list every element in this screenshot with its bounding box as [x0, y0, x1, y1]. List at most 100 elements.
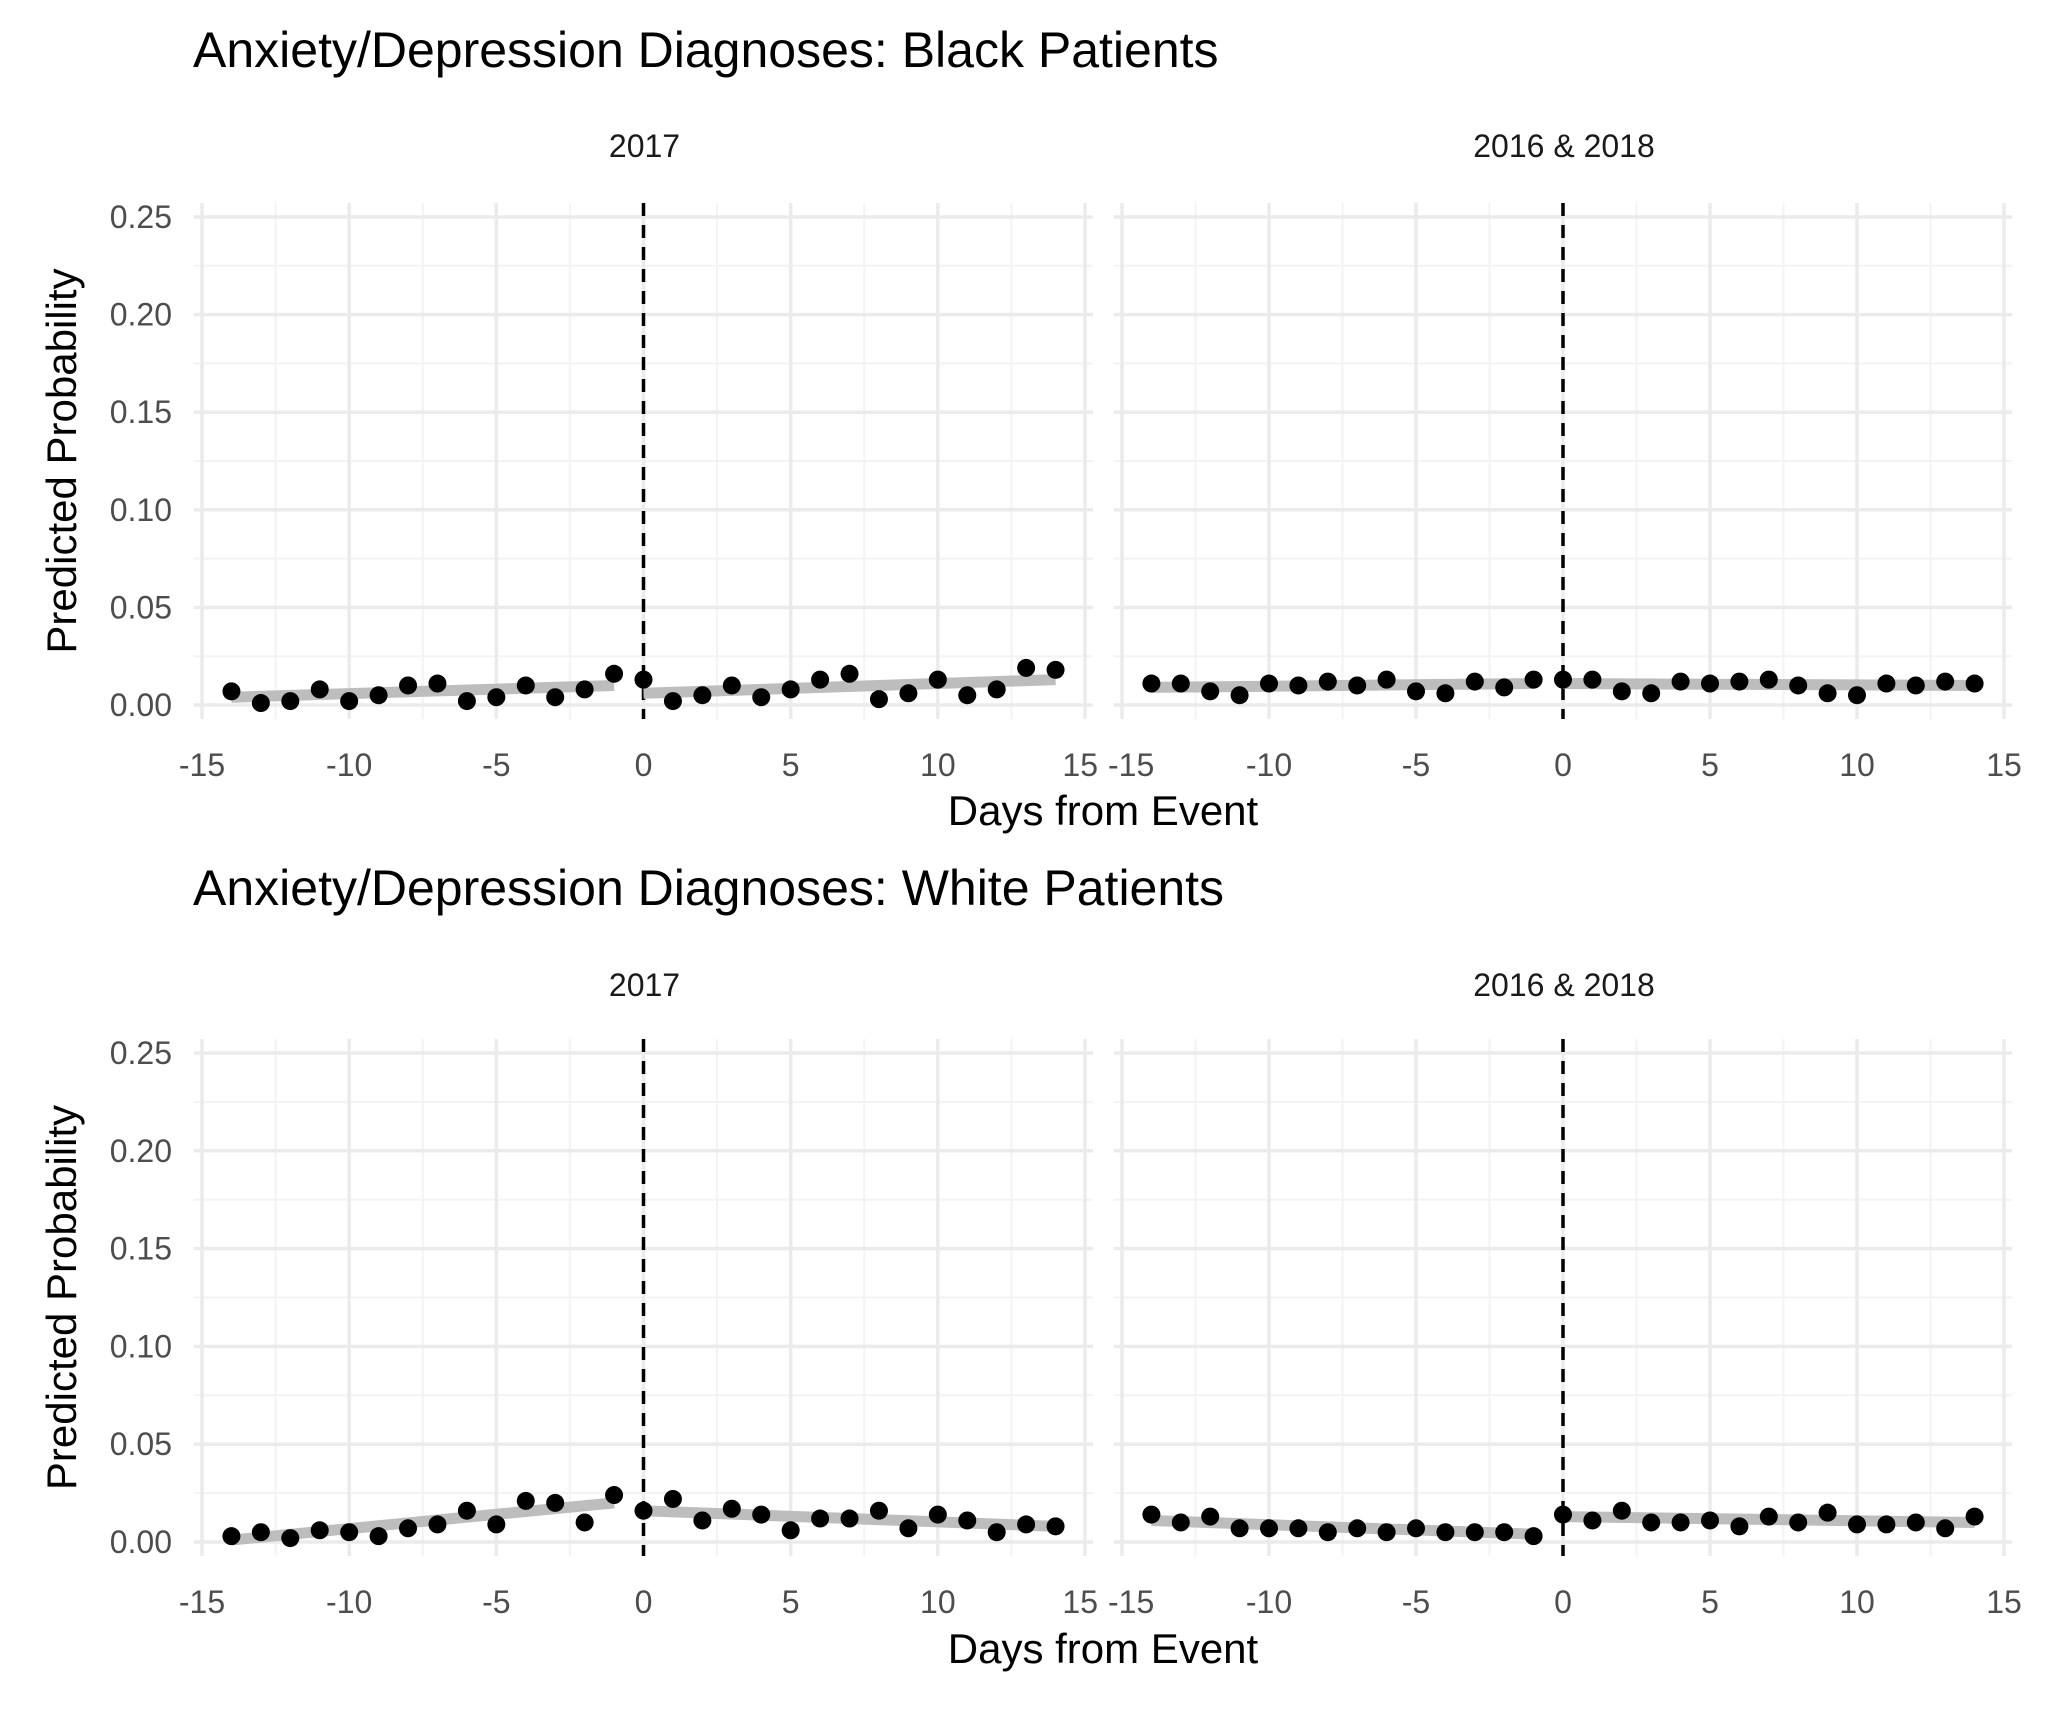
data-point [663, 692, 682, 711]
fit-line [643, 674, 1056, 699]
data-point [1230, 686, 1249, 705]
facet-strip-label: 2017 [609, 967, 680, 1003]
data-point [1407, 1519, 1425, 1538]
data-point [1671, 1513, 1690, 1532]
x-tick-label: -5 [1402, 747, 1430, 783]
y-tick-label: 0.20 [110, 297, 172, 333]
data-point [1612, 682, 1631, 701]
x-tick-label: 0 [635, 747, 653, 783]
data-point [310, 1521, 329, 1540]
data-point [1377, 1523, 1396, 1542]
x-tick-label: 0 [1554, 747, 1572, 783]
y-tick-label: 0.25 [110, 1035, 172, 1071]
x-tick-label: 0 [1554, 1584, 1572, 1620]
data-point [1671, 672, 1690, 691]
data-point [605, 664, 624, 683]
data-point [722, 1499, 741, 1518]
data-point [1230, 1519, 1249, 1538]
data-point [1142, 1505, 1161, 1524]
y-tick-label: 0.10 [110, 492, 172, 528]
data-point [928, 1505, 947, 1524]
data-point [899, 1519, 918, 1538]
x-tick-label: -10 [1246, 747, 1292, 783]
chart-1: Anxiety/Depression Diagnoses: Black Pati… [38, 22, 2022, 834]
data-point [693, 686, 712, 705]
data-point [1171, 674, 1190, 693]
data-point [722, 676, 741, 695]
x-tick-label: -5 [482, 1584, 510, 1620]
facet-strip-label: 2016 & 2018 [1473, 128, 1655, 164]
data-point [1377, 670, 1396, 689]
data-point [1730, 672, 1749, 691]
data-point [1583, 1511, 1602, 1530]
y-tick-label: 0.20 [110, 1133, 172, 1169]
data-point [1465, 672, 1484, 691]
data-point [1612, 1501, 1631, 1520]
x-tick-label: 15 [1986, 747, 2022, 783]
y-tick-label: 0.05 [110, 589, 172, 625]
y-axis-title: Predicted Probability [38, 1105, 85, 1490]
x-tick-label: -5 [1402, 1584, 1430, 1620]
data-point [958, 1511, 977, 1530]
data-point [781, 680, 800, 699]
data-point [781, 1521, 800, 1540]
data-point [340, 1523, 359, 1542]
data-point [281, 692, 300, 711]
data-point [1906, 676, 1925, 695]
data-point [1701, 674, 1719, 693]
data-point [1936, 672, 1955, 691]
x-axis-title: Days from Event [948, 1625, 1259, 1672]
x-tick-label: -10 [1246, 1584, 1292, 1620]
data-point [1289, 1519, 1308, 1538]
x-tick-label: 0 [635, 1584, 653, 1620]
panel-2017: 2017 -15 -10 -5 0 5 10 15 [179, 128, 1098, 783]
data-point [1583, 670, 1602, 689]
data-point [1818, 1503, 1837, 1522]
data-point [1554, 1505, 1572, 1524]
x-axis-title: Days from Event [948, 787, 1259, 834]
facet-strip-label: 2017 [609, 128, 680, 164]
data-point [1142, 674, 1161, 693]
data-point [1642, 1513, 1661, 1532]
data-point [1495, 1523, 1514, 1542]
data-point [1848, 1515, 1866, 1534]
data-point [899, 684, 918, 703]
data-point [811, 1509, 830, 1528]
x-tick-label: 5 [1701, 1584, 1719, 1620]
data-point [752, 1505, 771, 1524]
data-point [869, 690, 888, 709]
data-point [1289, 676, 1308, 695]
data-point [1642, 684, 1661, 703]
facet-strip-label: 2016 & 2018 [1473, 967, 1655, 1003]
x-tick-label: 15 [1986, 1584, 2022, 1620]
y-tick-label: 0.15 [110, 1231, 172, 1267]
data-point [1017, 658, 1036, 677]
data-point [1789, 1513, 1808, 1532]
data-point [340, 692, 359, 711]
data-point [1524, 1527, 1543, 1546]
data-point [487, 688, 506, 707]
data-point [1348, 676, 1367, 695]
data-point [840, 1509, 859, 1528]
x-tick-label: 10 [1839, 1584, 1875, 1620]
y-axis-title: Predicted Probability [38, 268, 85, 653]
data-point [1348, 1519, 1367, 1538]
data-point [369, 1527, 388, 1546]
x-tick-label: 10 [920, 1584, 956, 1620]
data-point [1318, 1523, 1337, 1542]
y-tick-label: 0.10 [110, 1328, 172, 1364]
data-point [987, 1523, 1006, 1542]
data-point [1877, 1515, 1896, 1534]
data-point [1848, 686, 1866, 705]
data-point [457, 692, 476, 711]
data-point [1965, 674, 1984, 693]
data-point [1818, 684, 1837, 703]
data-point [634, 1501, 653, 1520]
x-tick-label: 10 [920, 747, 956, 783]
data-point [1436, 684, 1455, 703]
data-point [1759, 670, 1778, 689]
x-tick-label: -10 [326, 747, 372, 783]
x-tick-label: 5 [782, 1584, 800, 1620]
data-point [1318, 672, 1337, 691]
